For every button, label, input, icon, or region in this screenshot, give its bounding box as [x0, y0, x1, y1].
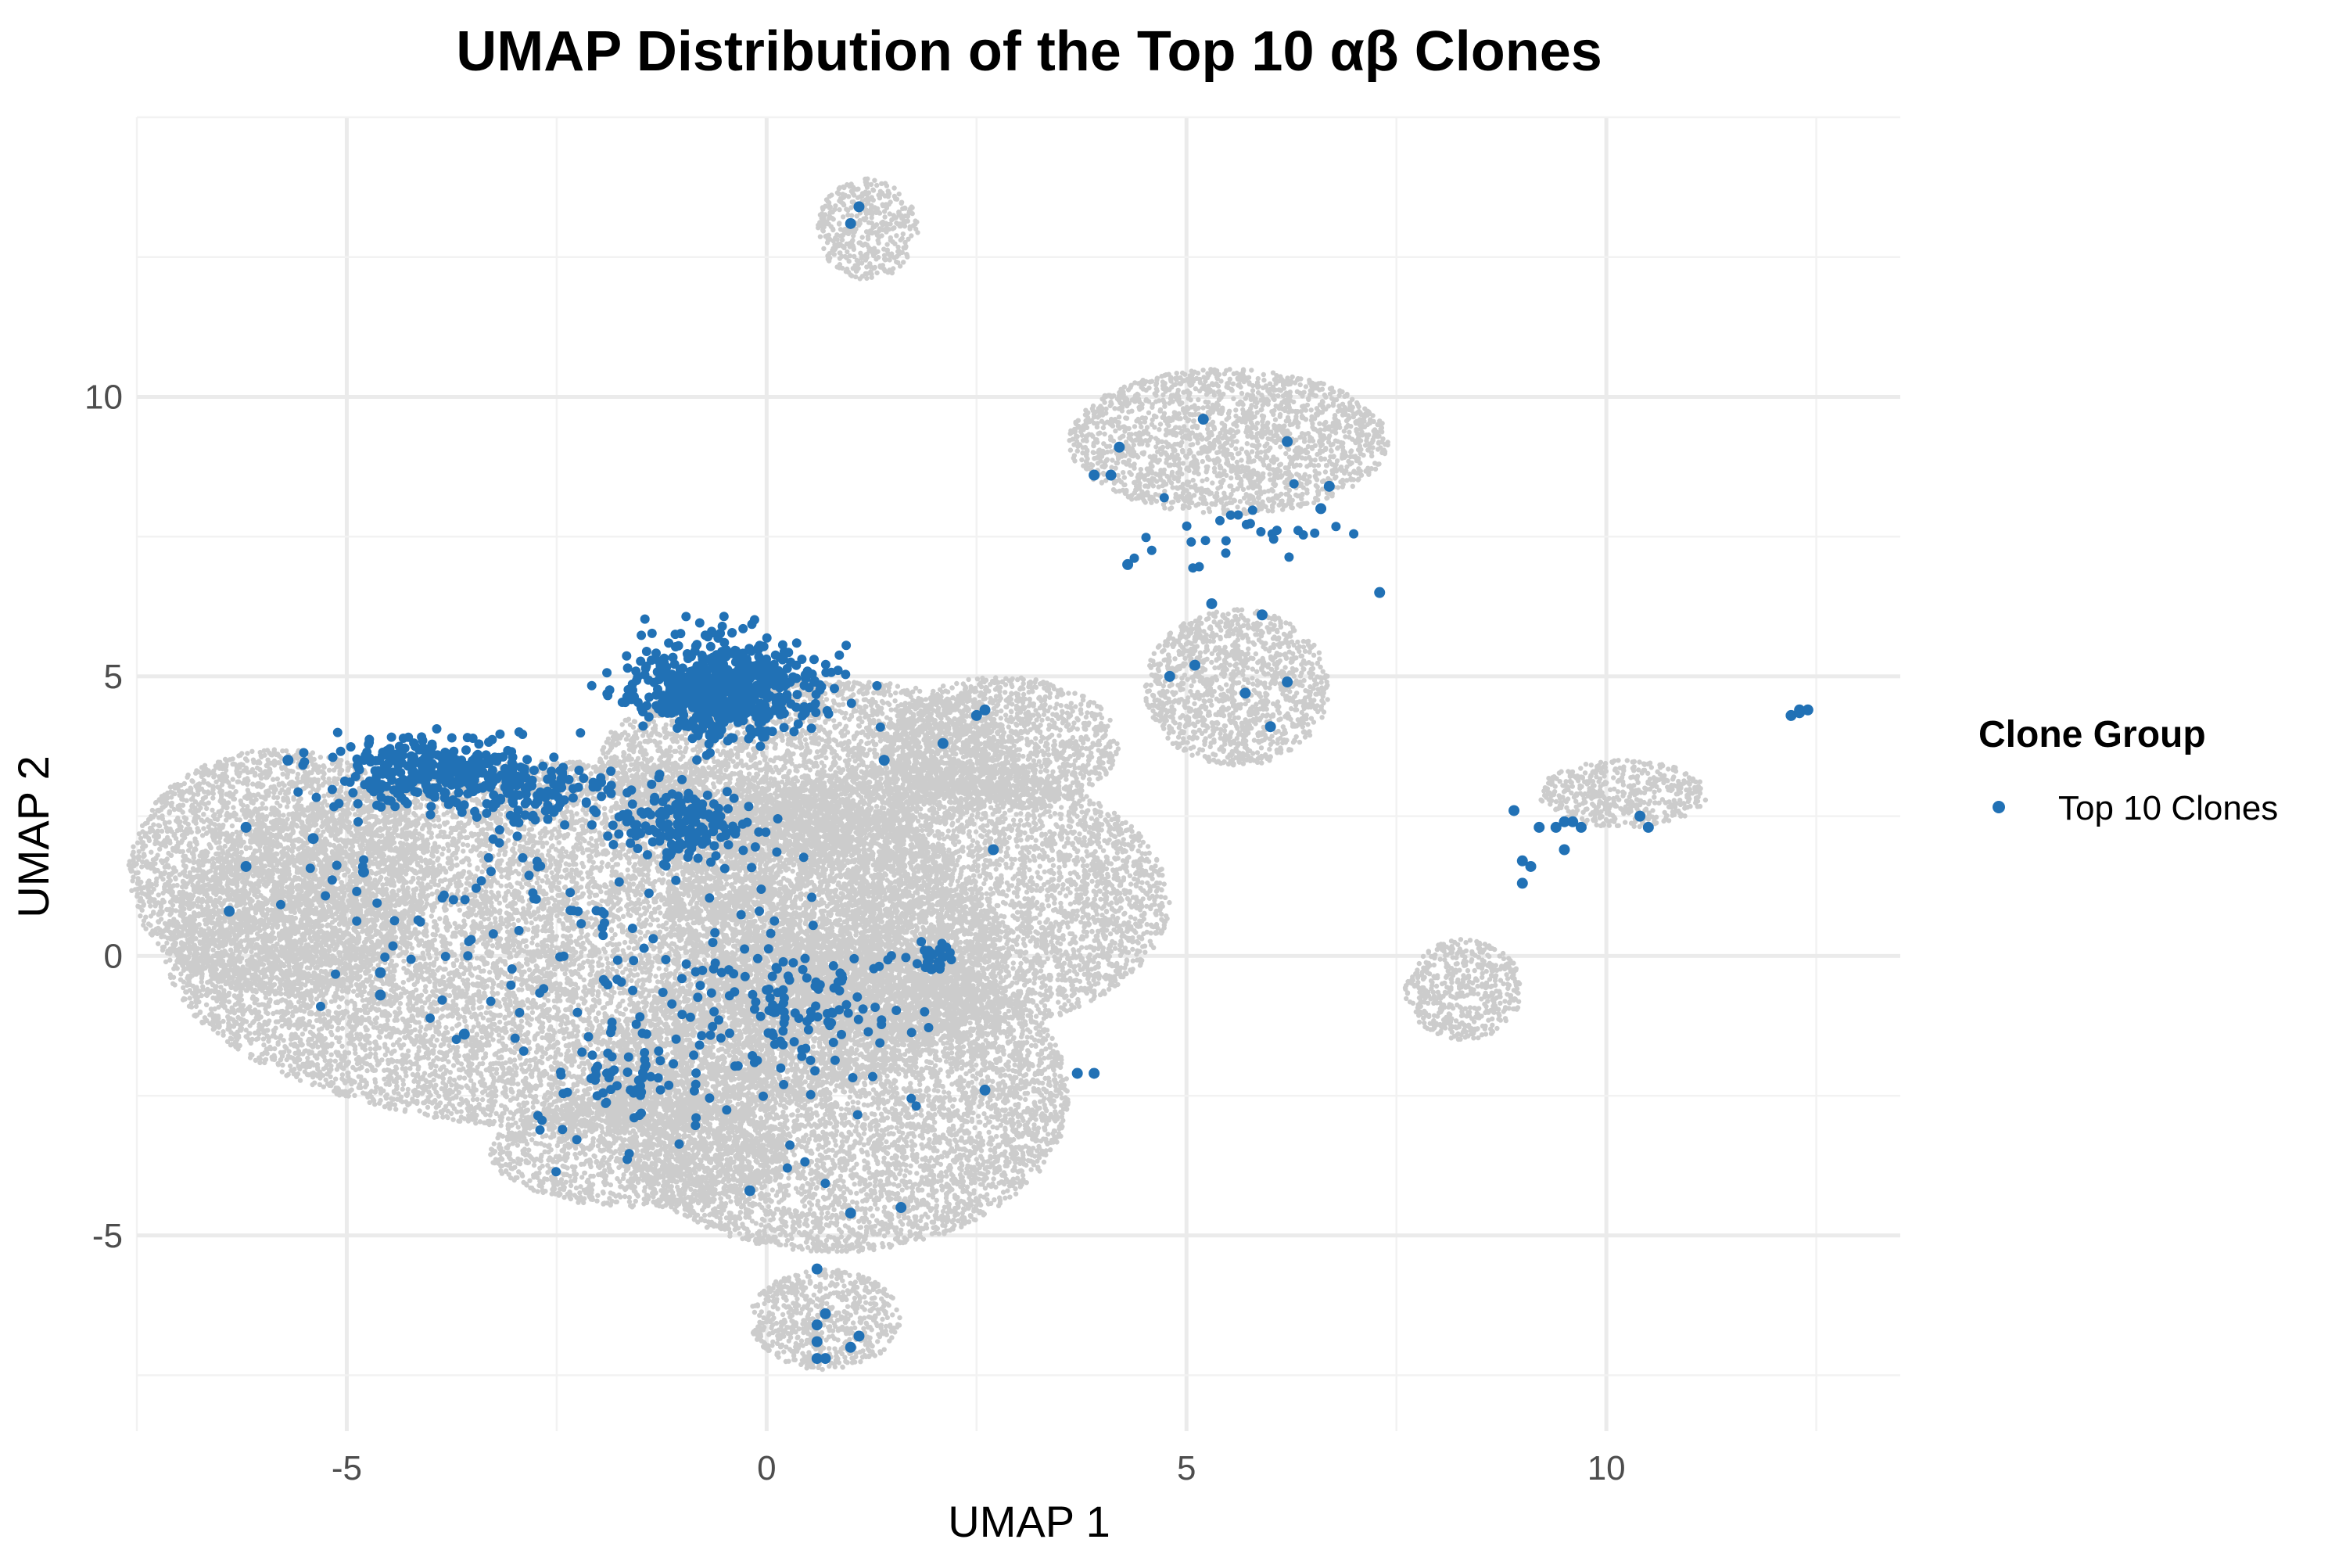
- top-clone-point: [1516, 877, 1528, 889]
- top-clone-point: [1114, 441, 1125, 453]
- top-clone-point: [1634, 810, 1646, 822]
- chart-title: UMAP Distribution of the Top 10 αβ Clone…: [456, 20, 1602, 83]
- top-clone-point: [1785, 709, 1797, 721]
- x-tick-label: 0: [757, 1449, 776, 1487]
- top-clone-point: [845, 1341, 856, 1353]
- top-clone-point: [307, 833, 319, 845]
- y-tick-label: -5: [92, 1217, 123, 1255]
- top-clone-point: [1559, 816, 1570, 827]
- top-clone-point: [240, 860, 252, 872]
- y-axis-title: UMAP 2: [9, 755, 58, 917]
- x-tick-label: -5: [332, 1449, 362, 1487]
- top-clone-point: [811, 1319, 823, 1331]
- top-clone-point: [1089, 1067, 1100, 1079]
- x-axis-title: UMAP 1: [948, 1497, 1110, 1546]
- legend-label-top-10-clones: Top 10 Clones: [2058, 789, 2278, 827]
- top-clone-point: [853, 1330, 865, 1342]
- top-clone-point: [458, 1028, 470, 1040]
- y-tick-label: 10: [84, 378, 123, 416]
- top-clone-point: [811, 1336, 823, 1347]
- top-clone-point: [895, 1202, 907, 1214]
- x-tick-label: 5: [1177, 1449, 1196, 1487]
- top-clone-point: [1197, 414, 1209, 425]
- top-clone-point: [1525, 860, 1537, 872]
- top-clone-point: [811, 1353, 823, 1365]
- y-tick-label: 5: [104, 658, 123, 696]
- top-clone-point: [1105, 469, 1117, 481]
- top-clone-point: [375, 989, 386, 1001]
- top-clone-point: [853, 201, 865, 213]
- top-clone-point: [1567, 816, 1579, 827]
- top-clone-point: [1282, 436, 1293, 447]
- top-clone-point: [375, 967, 386, 978]
- background-cells-layer: [126, 176, 1709, 1372]
- top-clone-point: [1189, 659, 1200, 671]
- tick-labels-layer: -5 0 5 10 -5 0 5 10: [84, 378, 1626, 1487]
- top-clone-point: [1550, 821, 1562, 833]
- top-clone-point: [744, 1185, 755, 1197]
- top-clone-point: [1164, 670, 1175, 682]
- legend-title: Clone Group: [1978, 714, 2206, 755]
- top-clone-point: [1534, 821, 1545, 833]
- top-clone-point: [1122, 558, 1134, 570]
- top-clone-point: [979, 1084, 991, 1096]
- top-clone-point: [970, 709, 982, 721]
- top-clone-point: [1206, 597, 1218, 609]
- top-clone-point: [937, 737, 949, 749]
- top-clone-point: [979, 704, 991, 716]
- top-clone-point: [1374, 587, 1386, 598]
- top-clone-point: [1508, 805, 1520, 816]
- top-clone-point: [1794, 707, 1806, 719]
- top-clones-layer: [224, 201, 1813, 1365]
- top-clone-point: [1575, 821, 1587, 833]
- top-clone-point: [820, 1308, 831, 1319]
- legend: Clone Group Top 10 Clones: [1978, 714, 2278, 827]
- y-tick-label: 0: [104, 937, 123, 975]
- top-clone-point: [845, 217, 856, 229]
- top-clone-point: [240, 821, 252, 833]
- top-clone-point: [811, 1263, 823, 1275]
- top-clone-point: [1071, 1067, 1083, 1079]
- top-clone-point: [1089, 469, 1100, 481]
- top-clone-point: [224, 906, 235, 917]
- top-clone-point: [1802, 704, 1813, 716]
- top-clone-point: [1282, 676, 1293, 688]
- top-clone-point: [988, 844, 999, 856]
- top-clone-point: [1256, 609, 1268, 621]
- top-clone-point: [1642, 821, 1654, 833]
- top-clone-point: [820, 1353, 831, 1365]
- legend-key-top-10-clones: [1993, 801, 2005, 813]
- x-tick-label: 10: [1587, 1449, 1626, 1487]
- top-clone-point: [357, 867, 369, 878]
- top-clone-point: [845, 1207, 856, 1219]
- top-clone-point: [1315, 503, 1327, 515]
- top-clone-point: [1323, 480, 1335, 492]
- top-clone-point: [282, 755, 294, 766]
- top-clone-point: [1516, 855, 1528, 867]
- top-clone-point: [1559, 844, 1570, 856]
- top-clone-point: [1264, 721, 1276, 733]
- background-cell-points: [126, 176, 1709, 1372]
- top-clone-point: [878, 755, 890, 766]
- top-clone-point: [1239, 687, 1251, 699]
